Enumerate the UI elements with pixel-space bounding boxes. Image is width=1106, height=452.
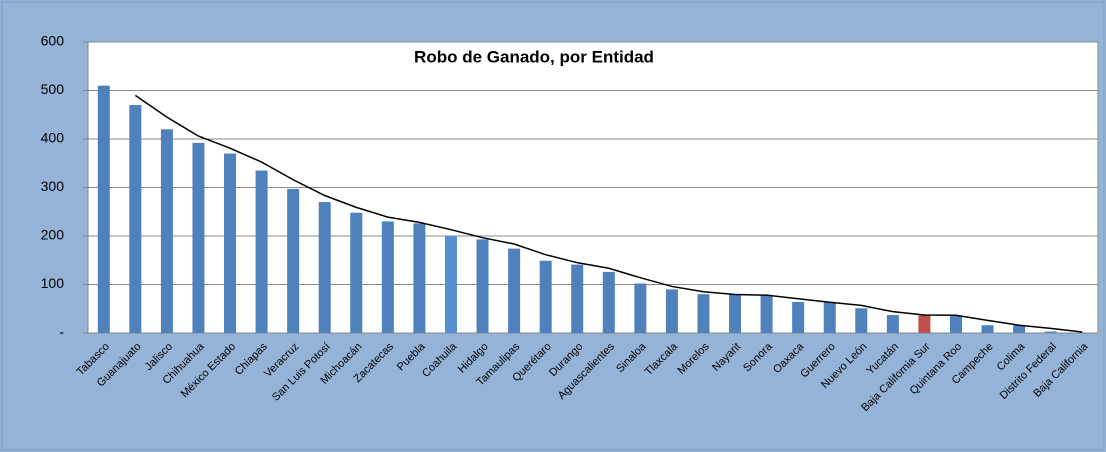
bar [129, 105, 142, 333]
bar [350, 212, 363, 333]
trend-line [134, 94, 1083, 333]
bar [855, 308, 868, 333]
y-tick-label: 100 [41, 275, 65, 291]
bar [634, 283, 647, 333]
bar [413, 223, 426, 333]
y-tick-label: 300 [41, 178, 65, 194]
bar [886, 315, 899, 333]
bar [949, 315, 962, 333]
bar [224, 153, 237, 333]
bar [508, 248, 521, 333]
bar [697, 294, 710, 333]
bar [665, 289, 678, 333]
bar [760, 295, 773, 333]
bar [287, 188, 300, 333]
bar [255, 170, 268, 333]
y-tick-label: 500 [41, 81, 65, 97]
bar [602, 271, 615, 333]
bar [97, 85, 110, 334]
bar [918, 315, 931, 333]
bar [444, 236, 457, 333]
bar [476, 239, 489, 333]
bar [571, 264, 584, 333]
y-tick-label: 200 [41, 227, 65, 243]
bar [792, 301, 805, 333]
bar [981, 325, 994, 333]
y-tick-label: 400 [41, 130, 65, 146]
y-tick-label: 600 [41, 33, 65, 49]
bar [381, 221, 394, 333]
y-tick-label: - [59, 324, 64, 340]
bar [192, 142, 205, 333]
chart-title: Robo de Ganado, por Entidad [414, 47, 654, 66]
bar [823, 302, 836, 333]
bar [160, 129, 173, 333]
bar [1044, 331, 1057, 333]
bar [729, 294, 742, 333]
bar [539, 260, 552, 333]
bar [1013, 325, 1026, 333]
bar [318, 202, 331, 333]
